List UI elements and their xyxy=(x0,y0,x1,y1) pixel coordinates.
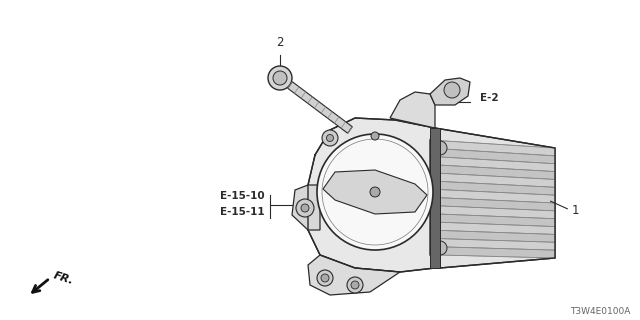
Polygon shape xyxy=(292,185,320,230)
Polygon shape xyxy=(433,173,555,187)
Polygon shape xyxy=(308,255,400,295)
Polygon shape xyxy=(431,148,555,164)
Text: E-15-10: E-15-10 xyxy=(220,191,265,201)
Text: E-15-11: E-15-11 xyxy=(220,207,265,217)
Circle shape xyxy=(433,241,447,255)
Polygon shape xyxy=(430,128,440,268)
Circle shape xyxy=(273,71,287,85)
Polygon shape xyxy=(435,189,555,203)
Polygon shape xyxy=(436,214,555,227)
Polygon shape xyxy=(432,165,555,180)
Circle shape xyxy=(322,130,338,146)
Polygon shape xyxy=(308,118,440,272)
Circle shape xyxy=(433,141,447,155)
Circle shape xyxy=(351,281,359,289)
Circle shape xyxy=(317,270,333,286)
Polygon shape xyxy=(323,170,427,214)
Circle shape xyxy=(444,82,460,98)
Circle shape xyxy=(268,66,292,90)
Circle shape xyxy=(321,274,329,282)
Polygon shape xyxy=(288,82,352,133)
Circle shape xyxy=(326,134,333,141)
Text: E-2: E-2 xyxy=(480,93,499,103)
Polygon shape xyxy=(438,239,555,250)
Text: T3W4E0100A: T3W4E0100A xyxy=(570,308,630,316)
Polygon shape xyxy=(436,206,555,219)
Polygon shape xyxy=(438,230,555,242)
Polygon shape xyxy=(439,247,555,258)
Polygon shape xyxy=(435,197,555,211)
Polygon shape xyxy=(430,128,555,268)
Circle shape xyxy=(296,199,314,217)
Circle shape xyxy=(301,204,309,212)
Circle shape xyxy=(317,134,433,250)
Polygon shape xyxy=(390,92,435,128)
Circle shape xyxy=(347,277,363,293)
Polygon shape xyxy=(431,156,555,172)
Polygon shape xyxy=(430,78,470,105)
Circle shape xyxy=(370,187,380,197)
Circle shape xyxy=(371,132,379,140)
Polygon shape xyxy=(430,140,555,156)
Polygon shape xyxy=(437,222,555,235)
Text: 1: 1 xyxy=(572,204,579,217)
Text: 2: 2 xyxy=(276,36,284,49)
Text: FR.: FR. xyxy=(52,270,75,286)
Polygon shape xyxy=(433,181,555,195)
